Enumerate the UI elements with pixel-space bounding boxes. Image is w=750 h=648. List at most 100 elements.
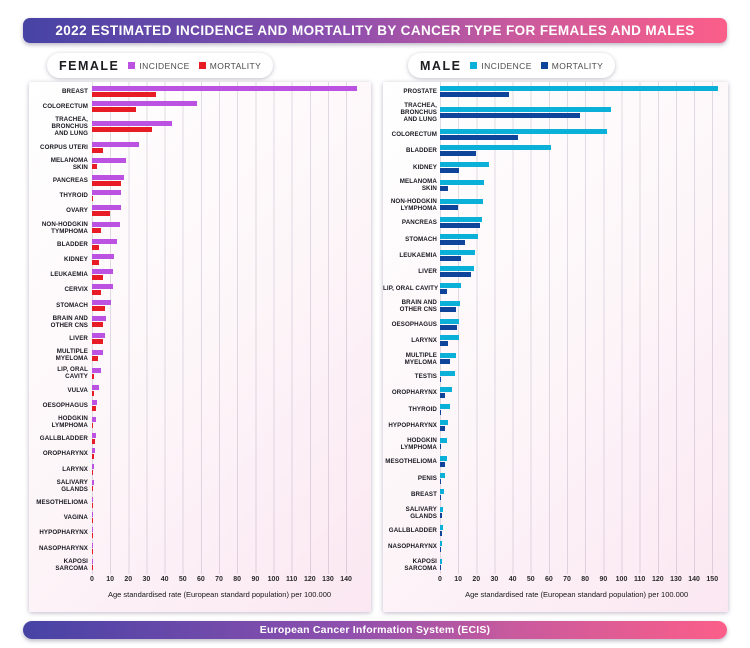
category-label: KAPOSI SARCOMA [404, 557, 437, 572]
chart-row: MESOTHELIOMA [29, 497, 371, 509]
x-tick-label: 100 [615, 576, 628, 583]
category-label: COLORECTUM [391, 130, 437, 138]
incidence-bar [440, 507, 444, 512]
mortality-bar [92, 275, 103, 281]
bar-group [440, 541, 728, 553]
chart-row: TRACHEA, BRONCHUS AND LUNG [29, 116, 371, 137]
category-label: PENIS [417, 474, 437, 482]
category-label: CORPUS UTERI [40, 143, 88, 151]
bar-group [440, 249, 728, 261]
mortality-bar [440, 324, 457, 330]
x-tick-label: 110 [285, 576, 298, 583]
chart-row: BRAIN AND OTHER CNS [29, 315, 371, 329]
mortality-bar [440, 530, 442, 536]
bar-group [92, 433, 371, 445]
chart-row: NASOPHARYNX [29, 542, 371, 554]
bar-group [92, 399, 371, 411]
bar-group [92, 384, 371, 396]
category-label: BRAIN AND OTHER CNS [399, 299, 437, 314]
x-tick-label: 120 [303, 576, 316, 583]
chart-row: TESTIS [383, 371, 728, 382]
female-chart-panel: BREAST COLORECTUM TRACHEA, BRONCHUS AND LU… [29, 82, 371, 612]
mortality-bar [92, 390, 94, 396]
x-tick-label: 40 [160, 576, 169, 583]
mortality-bar [92, 196, 94, 202]
mortality-swatch-icon [198, 62, 206, 69]
category-label: MULTIPLE MYELOMA [404, 351, 437, 366]
chart-row: PENIS [383, 472, 728, 484]
legend-male-title: MALE [420, 58, 462, 73]
x-tick-label: 10 [454, 576, 463, 583]
category-label: CERVIX [64, 286, 88, 294]
bar-group [440, 145, 728, 157]
mortality-bar [92, 503, 94, 509]
category-label: KIDNEY [64, 256, 88, 264]
incidence-bar [92, 512, 94, 518]
category-label: OROPHARYNX [42, 450, 88, 458]
chart-row: BREAST [383, 489, 728, 501]
chart-row: BLADDER [29, 238, 371, 250]
mortality-bar [440, 167, 460, 173]
x-tick-label: 90 [251, 576, 260, 583]
x-tick-label: 30 [142, 576, 151, 583]
bar-group [440, 353, 728, 365]
incidence-bar [92, 542, 93, 548]
incidence-bar [440, 199, 483, 205]
category-label: BLADDER [57, 240, 88, 248]
legend-male-incidence: INCIDENCE [470, 61, 531, 71]
incidence-bar [92, 497, 94, 503]
legend-label: MORTALITY [551, 60, 604, 71]
chart-row: LIP, ORAL CAVITY [29, 366, 371, 380]
bar-group [92, 497, 371, 509]
category-label: OVARY [66, 207, 88, 215]
category-label: HYPOPHARYNX [39, 529, 88, 537]
bar-group [440, 266, 728, 278]
chart-row: NON-HODGKIN LYMPHOMA [383, 198, 728, 212]
legend-female-incidence: INCIDENCE [128, 61, 189, 71]
bar-group [92, 101, 371, 113]
chart-row: HODGKIN LYMPHOMA [29, 415, 371, 429]
incidence-swatch-icon [128, 62, 136, 69]
bar-group [440, 335, 728, 347]
chart-row: GALLBLADDER [29, 433, 371, 445]
category-label: LEUKAEMIA [399, 251, 437, 259]
incidence-bar [92, 333, 105, 339]
mortality-bar [440, 341, 448, 347]
x-tick-label: 60 [544, 576, 553, 583]
x-axis-label: Age standardised rate (European standard… [465, 590, 689, 599]
chart-row: SALIVARY GLANDS [383, 506, 728, 520]
incidence-bar [440, 489, 444, 495]
mortality-bar [92, 548, 93, 554]
x-tick-label: 80 [581, 576, 590, 583]
category-label: NON-HODGKIN TYMPHOMA [41, 220, 88, 235]
mortality-bar [440, 288, 448, 294]
incidence-bar [92, 205, 121, 211]
bar-group [92, 175, 371, 187]
category-label: NON-HODGKIN LYMPHOMA [390, 197, 437, 212]
category-label: SALIVARY GLANDS [56, 478, 88, 493]
incidence-bar [92, 284, 113, 290]
chart-row: VAGINA [29, 512, 371, 524]
bar-group [92, 416, 371, 428]
chart-row: BLADDER [383, 145, 728, 157]
category-label: LEUKAEMIA [50, 271, 88, 279]
incidence-bar [440, 541, 443, 547]
category-label: HODGKIN LYMPHOMA [400, 436, 437, 451]
category-label: LARYNX [62, 465, 88, 473]
incidence-bar [440, 179, 484, 185]
gridlines [92, 82, 348, 574]
incidence-bar [92, 367, 102, 373]
incidence-bar [440, 335, 459, 341]
legend-label: INCIDENCE [139, 60, 190, 71]
x-tick-label: 130 [670, 576, 682, 583]
chart-row: NON-HODGKIN TYMPHOMA [29, 221, 371, 235]
legend-male-mortality: MORTALITY [540, 60, 604, 71]
category-label: VAGINA [63, 514, 88, 522]
x-axis-label: Age standardised rate (European standard… [108, 590, 332, 599]
mortality-bar [440, 223, 480, 229]
bar-group [440, 489, 728, 501]
category-label: KAPOSI SARCOMA [55, 557, 88, 572]
chart-row: COLORECTUM [29, 101, 371, 113]
chart-row: KAPOSI SARCOMA [29, 558, 371, 572]
category-label: LIP, ORAL CAVITY [383, 284, 439, 292]
